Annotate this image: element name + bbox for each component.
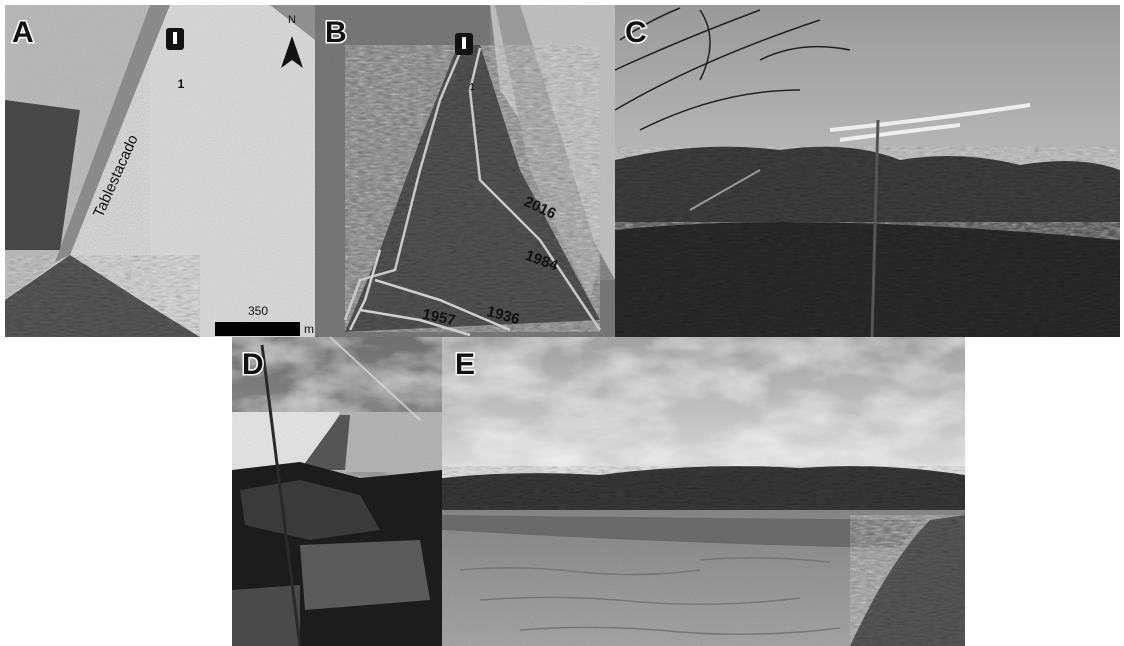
panel-c: C (615, 5, 1120, 337)
point-label: 1 (469, 82, 475, 93)
panel-a: Tablestacado 1 N 350 m A (5, 5, 315, 337)
figure: Tablestacado 1 N 350 m A 1 2016 1984 195… (0, 0, 1124, 646)
north-label: N (288, 14, 296, 26)
point-label: 1 (178, 77, 185, 91)
panel-letter: D (242, 348, 264, 381)
concrete-block (300, 540, 430, 610)
lighthouse-icon (462, 37, 466, 49)
reeds (615, 222, 1120, 337)
lighthouse-icon (173, 32, 177, 44)
sky (442, 337, 965, 477)
panel-letter: E (455, 348, 475, 381)
tree-line (442, 466, 965, 515)
scale-value: 350 (248, 304, 268, 318)
panel-letter: A (12, 16, 34, 49)
panel-d: D (232, 337, 442, 646)
panel-e: E (442, 337, 965, 646)
panel-letter: B (325, 16, 347, 49)
panel-letter: C (625, 16, 647, 49)
concrete-block (232, 585, 300, 646)
scale-bar (215, 322, 300, 336)
scale-unit: m (304, 322, 314, 336)
panel-b: 1 2016 1984 1957 1936 B (315, 5, 615, 337)
